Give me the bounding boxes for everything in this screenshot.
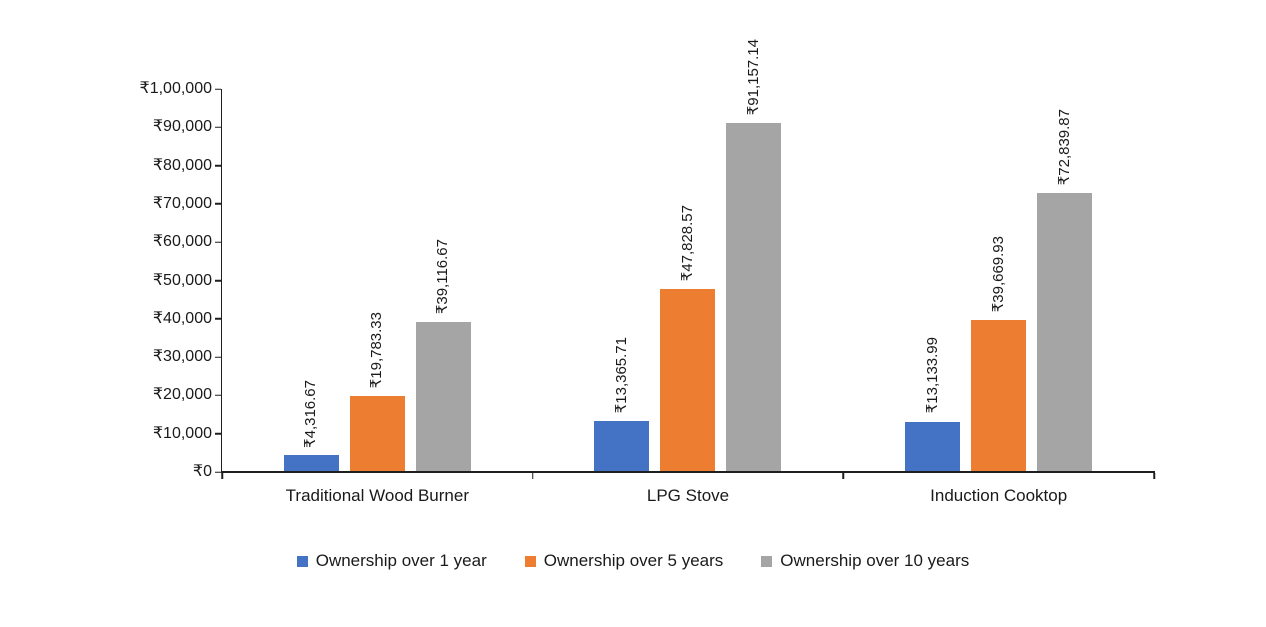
- y-axis-line: [220, 89, 222, 472]
- bar-cell: ₹91,157.14: [726, 39, 782, 472]
- bar: [726, 122, 782, 472]
- x-axis-tick: [842, 473, 845, 479]
- y-axis-tick: [214, 88, 221, 90]
- x-axis-tick: [531, 473, 534, 479]
- bar-value-label: ₹39,669.93: [989, 235, 1007, 313]
- y-axis-tick-label: ₹70,000: [152, 194, 212, 212]
- legend: Ownership over 1 year Ownership over 5 ye…: [0, 551, 1266, 571]
- y-axis-tick-label: ₹60,000: [152, 233, 212, 251]
- y-axis-tick: [214, 241, 221, 243]
- bar-value-label: ₹91,157.14: [744, 38, 762, 115]
- legend-item: Ownership over 10 years: [761, 551, 969, 571]
- category-label: Traditional Wood Burner: [285, 486, 469, 505]
- bar-value-label: ₹72,839.87: [1055, 108, 1073, 186]
- bar-group: ₹4,316.67 ₹19,783.33 ₹39,116.67: [222, 89, 533, 472]
- plot-area: ₹0 ₹10,000 ₹20,000 ₹30,000 ₹40,000 ₹50,000 ₹60…: [140, 39, 1155, 480]
- bar-value-label: ₹47,828.57: [678, 204, 696, 281]
- bar-cell: ₹47,828.57: [660, 89, 716, 472]
- bar-value-label: ₹19,783.33: [368, 311, 386, 389]
- category-label: Induction Cooktop: [930, 486, 1068, 505]
- bar: [660, 288, 716, 472]
- y-axis-tick: [214, 203, 221, 205]
- y-axis-tick: [214, 394, 221, 397]
- y-axis-tick-label: ₹50,000: [152, 271, 212, 289]
- bar-group: ₹13,365.71 ₹47,828.57 ₹91,157.14: [533, 39, 844, 472]
- y-axis-tick-label: ₹30,000: [152, 348, 212, 366]
- bar-cell: ₹19,783.33: [349, 89, 405, 472]
- category-label: LPG Stove: [646, 486, 730, 505]
- bar: [971, 320, 1027, 472]
- y-axis-tick-label: ₹90,000: [152, 118, 212, 136]
- x-axis-category-labels: Traditional Wood Burner LPG Stove Inductio…: [222, 486, 1154, 506]
- bar: [415, 322, 471, 472]
- y-axis-tick-label: ₹80,000: [152, 156, 212, 174]
- y-axis-tick: [214, 279, 221, 282]
- bar-cell: ₹39,116.67: [415, 89, 471, 472]
- x-axis-tick: [221, 473, 223, 479]
- bar-group: ₹13,133.99 ₹39,669.93 ₹72,839.87: [843, 89, 1154, 472]
- y-axis-tick: [214, 318, 221, 320]
- bar-cell: ₹39,669.93: [971, 89, 1027, 472]
- bar: [349, 396, 405, 472]
- legend-label: Ownership over 5 years: [543, 551, 724, 570]
- bar-value-label: ₹39,116.67: [434, 239, 452, 315]
- bar-value-label: ₹4,316.67: [302, 379, 320, 448]
- bar-value-label: ₹13,133.99: [923, 337, 941, 414]
- y-axis-tick: [214, 356, 221, 358]
- y-axis-tick: [214, 432, 221, 435]
- legend-swatch-icon: [761, 555, 773, 567]
- legend-swatch-icon: [524, 555, 536, 567]
- y-axis-tick-label: ₹1,00,000: [139, 80, 212, 97]
- x-axis-line: [220, 471, 1155, 473]
- bar: [283, 455, 339, 472]
- bar: [1037, 193, 1093, 472]
- y-axis-tick-label: ₹40,000: [152, 309, 212, 327]
- bar-cell: ₹4,316.67: [283, 89, 339, 472]
- legend-swatch-icon: [296, 555, 308, 567]
- bar-cell: ₹13,365.71: [594, 89, 650, 472]
- legend-label: Ownership over 10 years: [780, 551, 970, 570]
- bar: [905, 421, 961, 472]
- legend-label: Ownership over 1 year: [315, 551, 487, 570]
- legend-item: Ownership over 1 year: [296, 551, 487, 571]
- y-axis-tick-label: ₹10,000: [152, 424, 212, 442]
- y-axis-tick-label: ₹0: [192, 463, 212, 480]
- y-axis-tick: [214, 126, 221, 129]
- y-axis-tick: [214, 164, 221, 167]
- bar-value-label: ₹13,365.71: [612, 336, 630, 413]
- legend-item: Ownership over 5 years: [524, 551, 724, 571]
- x-axis-tick: [1153, 473, 1155, 479]
- bar: [594, 420, 650, 472]
- y-axis-tick-label: ₹20,000: [152, 386, 212, 404]
- bar-cell: ₹13,133.99: [905, 89, 961, 472]
- bar-cell: ₹72,839.87: [1037, 89, 1093, 472]
- y-axis-tick: [214, 471, 221, 473]
